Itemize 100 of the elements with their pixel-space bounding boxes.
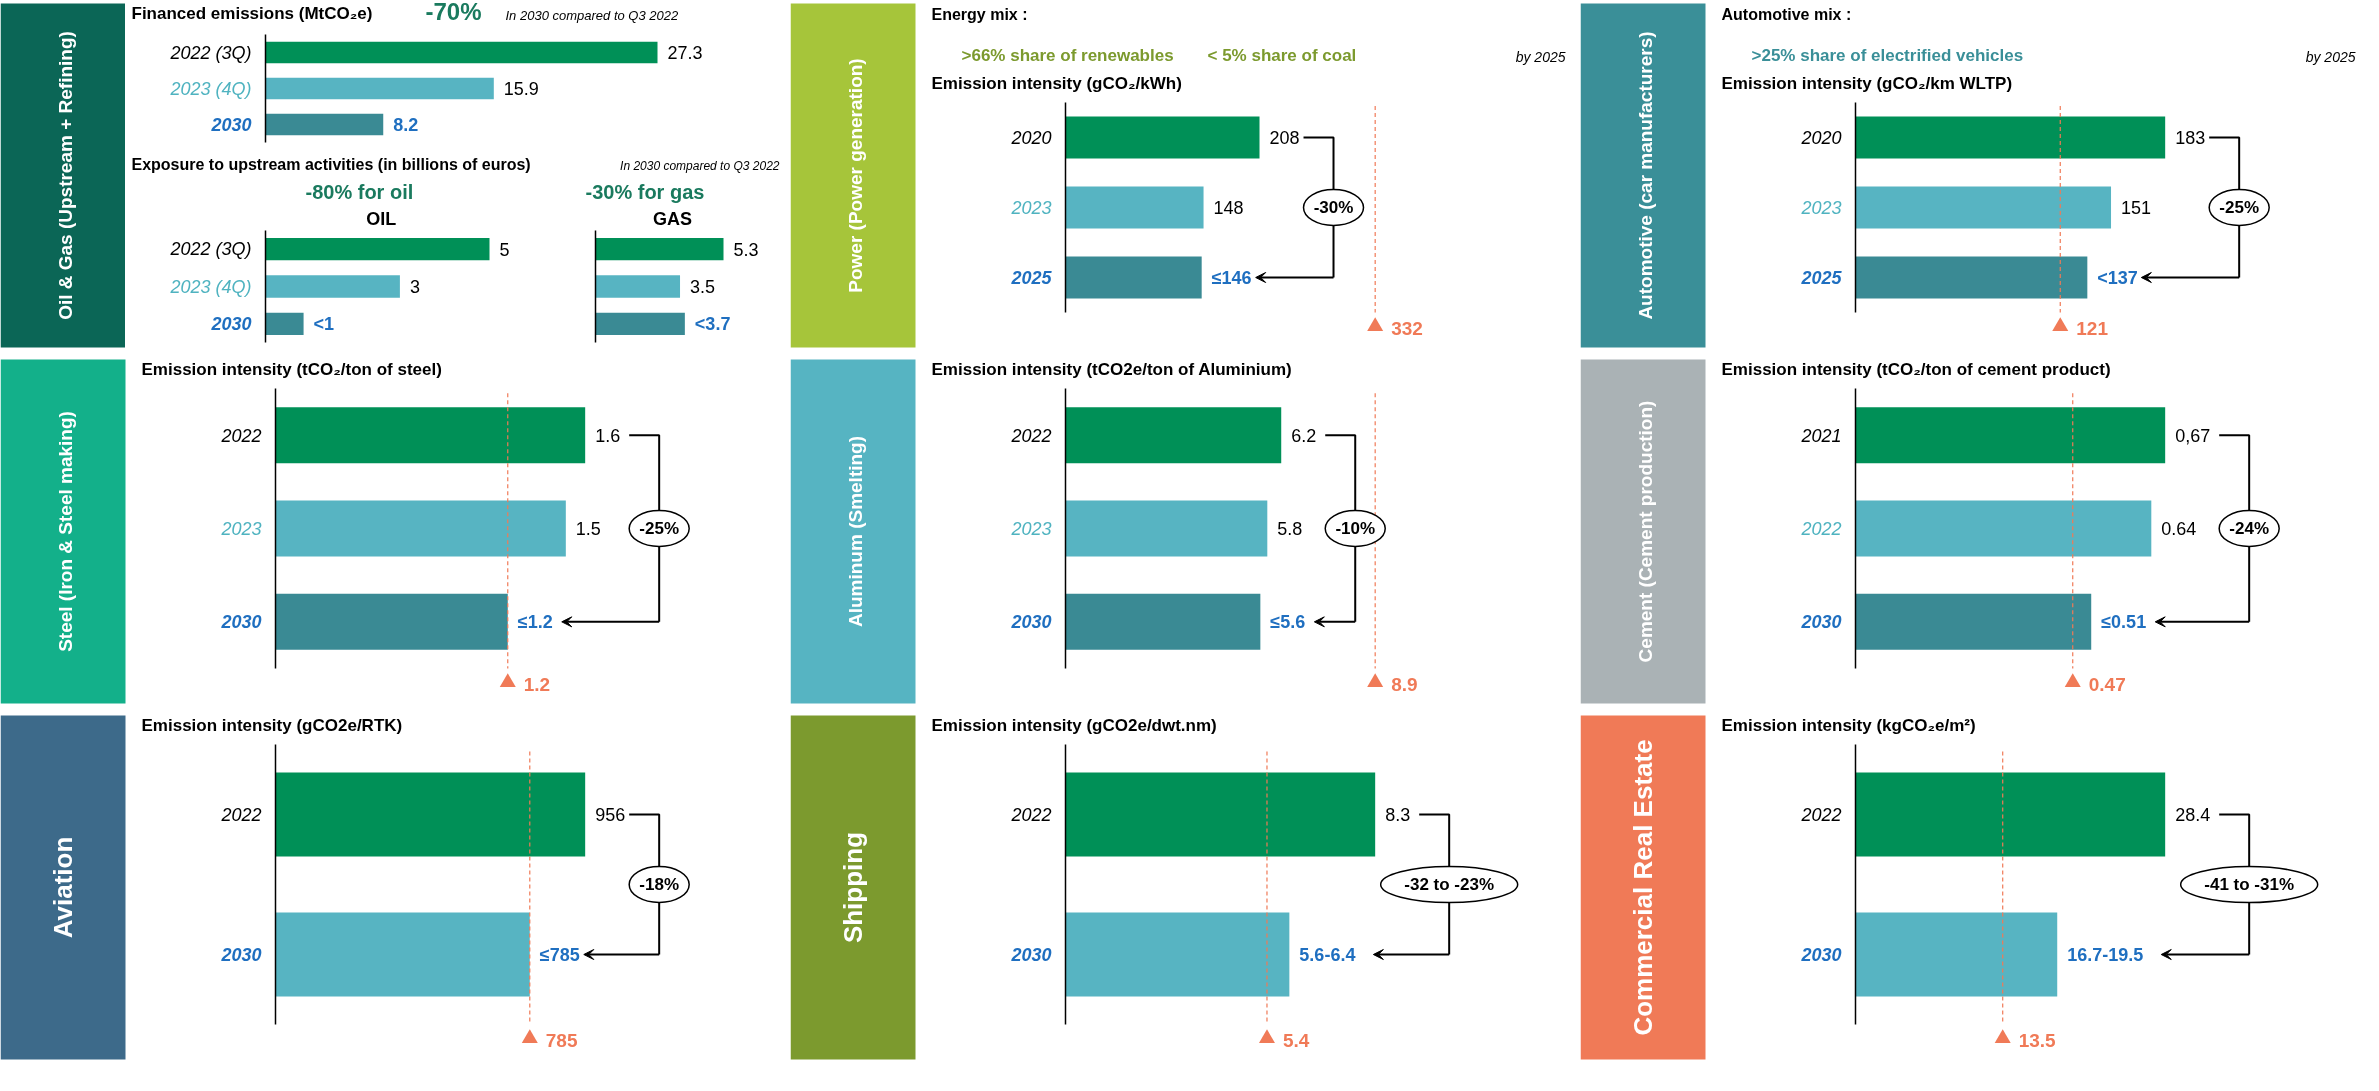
y-tick-label: 2030 bbox=[1800, 945, 1842, 965]
legend-label: 13.5 bbox=[2018, 1030, 2057, 1051]
data-label: ≤0.51 bbox=[2101, 611, 2147, 632]
y-tick-label: 2022 bbox=[1800, 805, 1842, 825]
text: Energy mix : bbox=[931, 5, 1028, 23]
chart-title: GAS bbox=[653, 208, 693, 229]
text: Commercial Real Estate bbox=[1628, 739, 1658, 1036]
chart-title: Automotive (car manufacturers) bbox=[1635, 31, 1656, 320]
y-tick-label: 2023 (4Q) bbox=[169, 276, 252, 297]
y-tick-label: 2023 bbox=[220, 519, 262, 539]
text: by 2025 bbox=[2305, 48, 2356, 65]
data-label: 27.3 bbox=[667, 43, 703, 63]
text: Emission intensity (tCO₂/ton of steel) bbox=[141, 359, 442, 379]
data-label: 0,67 bbox=[2175, 425, 2211, 446]
text: Emission intensity (tCO₂/ton of cement product) bbox=[1721, 359, 2111, 379]
text: -30% for gas bbox=[585, 180, 705, 203]
text: -18% bbox=[639, 875, 680, 894]
y-tick-label: 2030 bbox=[220, 945, 262, 965]
text: < 5% share of coal bbox=[1207, 45, 1357, 65]
y-tick-label: 2023 bbox=[1010, 519, 1052, 539]
text: -10% bbox=[1335, 519, 1376, 538]
data-label: 151 bbox=[2121, 198, 2152, 218]
data-label: ≤1.2 bbox=[517, 611, 553, 632]
legend-label: 1.2 bbox=[523, 674, 551, 695]
text: Automotive mix : bbox=[1721, 5, 1852, 23]
y-tick-label: 2030 bbox=[1010, 945, 1052, 965]
data-label: 5.3 bbox=[733, 239, 759, 260]
data-label: 0.64 bbox=[2161, 519, 2197, 539]
text: -25% bbox=[639, 519, 680, 538]
chart-title: Oil & Gas (Upstream + Refining) bbox=[55, 31, 76, 320]
chart-title: Cement (Cement production) bbox=[1635, 400, 1656, 663]
text: Financed emissions (MtCO₂e) bbox=[131, 3, 373, 23]
chart-title: Steel (Iron & Steel making) bbox=[55, 411, 76, 652]
legend-label: 0.47 bbox=[2088, 674, 2126, 695]
data-label: 183 bbox=[2175, 128, 2206, 148]
data-label: ≤785 bbox=[539, 944, 580, 965]
data-label: 1.6 bbox=[595, 425, 621, 446]
text: Emission intensity (tCO2e/ton of Aluminium) bbox=[931, 359, 1292, 379]
data-label: 15.9 bbox=[503, 79, 539, 99]
text: In 2030 compared to Q3 2022 bbox=[620, 158, 780, 173]
y-tick-label: 2030 bbox=[1010, 612, 1052, 633]
chart-title: OIL bbox=[366, 208, 397, 229]
text: -70% bbox=[425, 0, 482, 25]
y-tick-label: 2022 (3Q) bbox=[169, 239, 252, 260]
y-tick-label: 2030 bbox=[220, 612, 262, 633]
y-tick-label: 2022 bbox=[1010, 425, 1052, 446]
y-tick-label: 2022 bbox=[1800, 519, 1842, 539]
data-label: ≤146 bbox=[1211, 267, 1252, 288]
data-label: 6.2 bbox=[1291, 425, 1317, 446]
data-label: 5.6-6.4 bbox=[1299, 945, 1356, 965]
data-label: 956 bbox=[595, 805, 626, 825]
text: by 2025 bbox=[1515, 48, 1566, 65]
text: In 2030 compared to Q3 2022 bbox=[505, 7, 679, 23]
data-label: 16.7-19.5 bbox=[2067, 945, 2144, 965]
text: -80% for oil bbox=[305, 180, 414, 203]
legend-label: 121 bbox=[2076, 318, 2109, 339]
text: Emission intensity (gCO2e/RTK) bbox=[141, 715, 403, 735]
text: -25% bbox=[2219, 198, 2260, 217]
text: >66% share of renewables bbox=[961, 45, 1174, 65]
text: -30% bbox=[1313, 198, 1354, 217]
data-label: 148 bbox=[1213, 198, 1244, 218]
y-tick-label: 2020 bbox=[1800, 128, 1842, 148]
text: Emission intensity (kgCO₂e/m²) bbox=[1721, 715, 1976, 735]
data-label: ≤5.6 bbox=[1270, 611, 1306, 632]
data-label: 5.8 bbox=[1277, 519, 1303, 539]
y-tick-label: 2022 bbox=[220, 425, 262, 446]
text: Emission intensity (gCO₂/kWh) bbox=[931, 73, 1182, 93]
legend-label: 8.9 bbox=[1391, 674, 1418, 695]
data-label: 5 bbox=[499, 239, 510, 260]
chart-title: Aluminum (Smelting) bbox=[845, 435, 866, 628]
data-label: 3 bbox=[409, 277, 420, 297]
data-label: 1.5 bbox=[575, 519, 601, 539]
text: Aviation bbox=[48, 836, 78, 939]
chart-title: Power (Power generation) bbox=[845, 58, 866, 293]
text: Emission intensity (gCO2e/dwt.nm) bbox=[931, 715, 1217, 735]
text: -41 to -31% bbox=[2204, 875, 2295, 894]
text: Shipping bbox=[838, 831, 868, 944]
data-label: 8.3 bbox=[1385, 805, 1411, 825]
y-tick-label: 2030 bbox=[1800, 612, 1842, 633]
data-label: 28.4 bbox=[2175, 805, 2211, 825]
text: Emission intensity (gCO₂/km WLTP) bbox=[1721, 73, 2013, 93]
y-tick-label: 2022 bbox=[220, 805, 262, 825]
y-tick-label: 2023 bbox=[1800, 198, 1842, 218]
y-tick-label: 2025 bbox=[1010, 268, 1053, 288]
y-tick-label: 2022 bbox=[1010, 805, 1052, 825]
data-label: 208 bbox=[1269, 128, 1300, 148]
legend-label: 5.4 bbox=[1282, 1030, 1310, 1051]
y-tick-label: 2030 bbox=[210, 314, 252, 335]
data-label: 3.5 bbox=[690, 277, 716, 297]
y-tick-label: 2030 bbox=[210, 115, 252, 135]
text: -32 to -23% bbox=[1404, 875, 1495, 894]
data-label: <3.7 bbox=[694, 313, 731, 334]
y-tick-label: 2022 (3Q) bbox=[169, 42, 252, 63]
text: -24% bbox=[2229, 519, 2270, 538]
y-tick-label: 2025 bbox=[1800, 268, 1843, 288]
data-label: <1 bbox=[313, 313, 335, 334]
y-tick-label: 2023 bbox=[1010, 198, 1052, 218]
y-tick-label: 2021 bbox=[1800, 425, 1842, 446]
data-label: <137 bbox=[2097, 267, 2138, 288]
y-tick-label: 2023 (4Q) bbox=[169, 78, 252, 99]
